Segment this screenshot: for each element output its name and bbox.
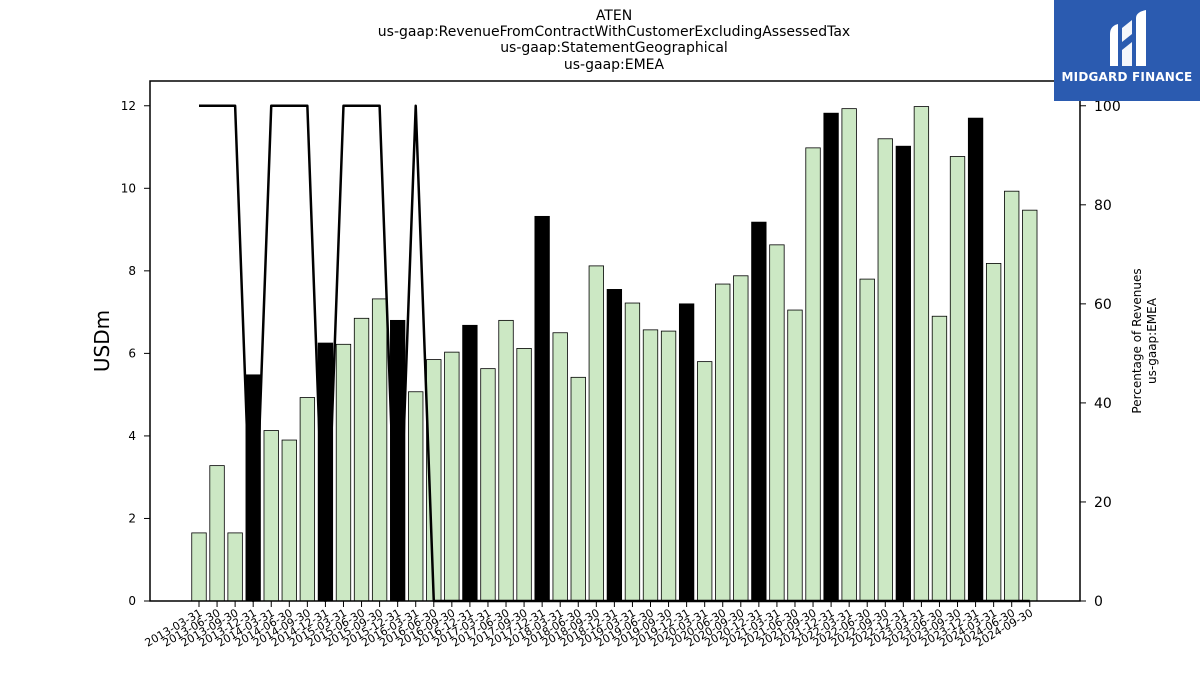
y2-tick-label-0: 0 bbox=[1094, 594, 1103, 610]
logo-text: MIDGARD FINANCE bbox=[1061, 70, 1193, 84]
bar-2020-03-31 bbox=[697, 361, 713, 602]
bar-2015-09-30 bbox=[371, 298, 388, 602]
bar-2018-12-31 bbox=[606, 289, 623, 602]
bar-2018-09-30 bbox=[588, 265, 604, 602]
bar-2019-06-30 bbox=[642, 329, 659, 602]
title-line-4: us-gaap:EMEA bbox=[564, 57, 665, 73]
bar-2014-09-30 bbox=[299, 397, 316, 602]
bar-2016-09-30 bbox=[444, 351, 460, 602]
y2-axis-label: Percentage of Revenues us-gaap:EMEA bbox=[1130, 268, 1159, 413]
bar-2022-09-30 bbox=[877, 138, 893, 602]
bar-2019-12-31 bbox=[678, 303, 695, 602]
bar-2020-06-30 bbox=[715, 283, 731, 602]
bar-2017-06-30 bbox=[498, 319, 514, 602]
y2-tick-label-80: 80 bbox=[1094, 198, 1112, 214]
bar-2024-03-31 bbox=[985, 263, 1002, 602]
bar-2022-06-30 bbox=[859, 278, 875, 602]
bar-2024-06-30 bbox=[1004, 190, 1020, 602]
y-tick-label-12: 12 bbox=[121, 99, 136, 113]
bar-2019-03-31 bbox=[624, 302, 641, 602]
y-axis-label: USDm bbox=[90, 310, 114, 372]
title-line-2: us-gaap:RevenueFromContractWithCustomerE… bbox=[378, 24, 850, 40]
bar-2017-09-30 bbox=[516, 348, 532, 602]
y-axis-left: 0 2 4 6 8 10 12 bbox=[121, 99, 150, 608]
y2-tick-label-60: 60 bbox=[1094, 297, 1112, 313]
bar-2021-09-30 bbox=[805, 147, 821, 602]
bar-2024-09-30 bbox=[1022, 209, 1038, 602]
y2-tick-label-40: 40 bbox=[1094, 396, 1112, 412]
bar-2023-03-31 bbox=[913, 106, 930, 602]
y2-tick-label-20: 20 bbox=[1094, 495, 1112, 511]
bar-2019-09-30 bbox=[660, 330, 677, 602]
y-tick-label-0: 0 bbox=[128, 594, 136, 608]
title-line-3: us-gaap:StatementGeographical bbox=[500, 40, 728, 56]
bar-2021-06-30 bbox=[787, 309, 803, 602]
bar-2014-06-30 bbox=[281, 439, 297, 602]
bar-2018-06-30 bbox=[570, 376, 586, 602]
y-tick-label-6: 6 bbox=[128, 346, 136, 360]
y-tick-label-8: 8 bbox=[128, 264, 136, 278]
bar-2022-12-31 bbox=[895, 145, 911, 602]
y-tick-label-10: 10 bbox=[121, 181, 136, 195]
bar-2017-12-31 bbox=[534, 215, 550, 602]
logo-mark-icon bbox=[1110, 10, 1146, 66]
bar-2023-12-31 bbox=[967, 117, 984, 602]
y2-tick-label-100: 100 bbox=[1094, 99, 1121, 115]
bar-series bbox=[191, 106, 1038, 602]
bar-2022-03-31 bbox=[841, 108, 857, 602]
chart-title: ATEN us-gaap:RevenueFromContractWithCust… bbox=[378, 8, 850, 73]
title-line-1: ATEN bbox=[596, 8, 632, 24]
plot-frame bbox=[149, 80, 1081, 602]
y-tick-label-2: 2 bbox=[128, 511, 136, 525]
bar-2015-03-31 bbox=[335, 343, 352, 602]
bar-2016-03-31 bbox=[408, 391, 424, 602]
bar-2015-06-30 bbox=[353, 317, 370, 602]
x-axis: 2013-03-312013-06-302013-09-302013-12-31… bbox=[143, 601, 1035, 650]
bar-2014-03-31 bbox=[263, 430, 279, 602]
y2-axis-label-line-1: Percentage of Revenues bbox=[1130, 268, 1144, 413]
bar-2016-12-31 bbox=[462, 324, 478, 602]
bar-2017-03-31 bbox=[480, 368, 496, 602]
bar-2023-06-30 bbox=[931, 315, 948, 602]
bar-2021-12-31 bbox=[823, 112, 839, 602]
bar-2018-03-31 bbox=[552, 332, 568, 602]
y2-axis-label-line-2: us-gaap:EMEA bbox=[1145, 297, 1159, 384]
bar-2013-09-30 bbox=[227, 532, 243, 602]
y-tick-label-4: 4 bbox=[128, 429, 136, 443]
y-axis-right: 0 20 40 60 80 100 bbox=[1080, 99, 1121, 610]
bar-2023-09-30 bbox=[949, 156, 966, 602]
bar-2013-03-31 bbox=[191, 532, 207, 602]
bar-2020-12-31 bbox=[751, 221, 767, 602]
midgard-finance-logo: MIDGARD FINANCE bbox=[1054, 0, 1200, 101]
bar-2013-06-30 bbox=[209, 465, 225, 602]
bar-2021-03-31 bbox=[769, 244, 785, 602]
bar-2020-09-30 bbox=[733, 275, 749, 602]
